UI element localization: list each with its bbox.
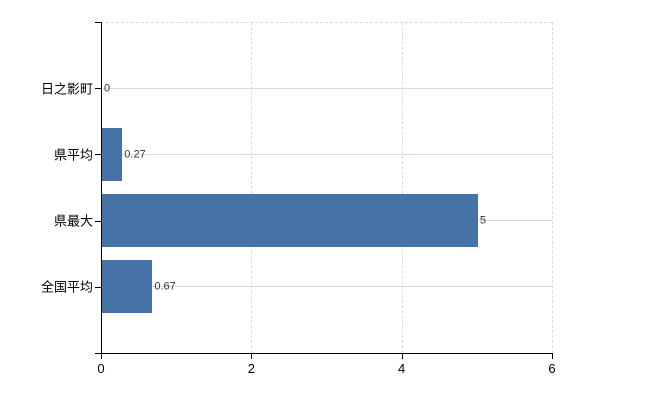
x-tick-label-3: 6	[548, 361, 556, 376]
horizontal-gridline	[101, 286, 552, 288]
plot-border-right	[552, 22, 553, 353]
x-axis-tick	[552, 354, 553, 359]
category-label-1: 県平均	[53, 147, 93, 163]
horizontal-gridline	[101, 153, 552, 155]
plot-border-top	[101, 22, 552, 23]
x-axis-tick	[101, 354, 102, 359]
horizontal-gridline	[101, 87, 552, 89]
value-label-3: 0.67	[154, 280, 176, 293]
vertical-gridline	[251, 22, 253, 353]
value-label-2: 5	[479, 214, 486, 227]
x-axis-line	[95, 353, 553, 354]
x-tick-label-2: 4	[398, 361, 406, 376]
bar-3	[102, 260, 153, 314]
x-tick-label-0: 0	[97, 361, 105, 376]
category-label-3: 全国平均	[40, 279, 93, 295]
category-label-2: 県最大	[53, 213, 93, 229]
y-axis-line	[101, 22, 102, 358]
x-axis-tick	[251, 354, 253, 359]
y-axis-tick	[95, 154, 101, 156]
y-axis-tick	[95, 286, 101, 288]
value-label-1: 0.27	[124, 148, 146, 161]
y-axis-tick	[95, 220, 101, 222]
x-tick-label-1: 2	[247, 361, 255, 376]
value-label-0: 0	[104, 82, 111, 95]
x-axis-tick	[401, 354, 403, 359]
y-axis-tick	[95, 22, 101, 23]
y-axis-tick	[95, 88, 101, 90]
bar-2	[102, 194, 478, 248]
bar-1	[102, 127, 123, 181]
vertical-gridline	[401, 22, 403, 353]
category-label-0: 日之影町	[40, 81, 93, 97]
